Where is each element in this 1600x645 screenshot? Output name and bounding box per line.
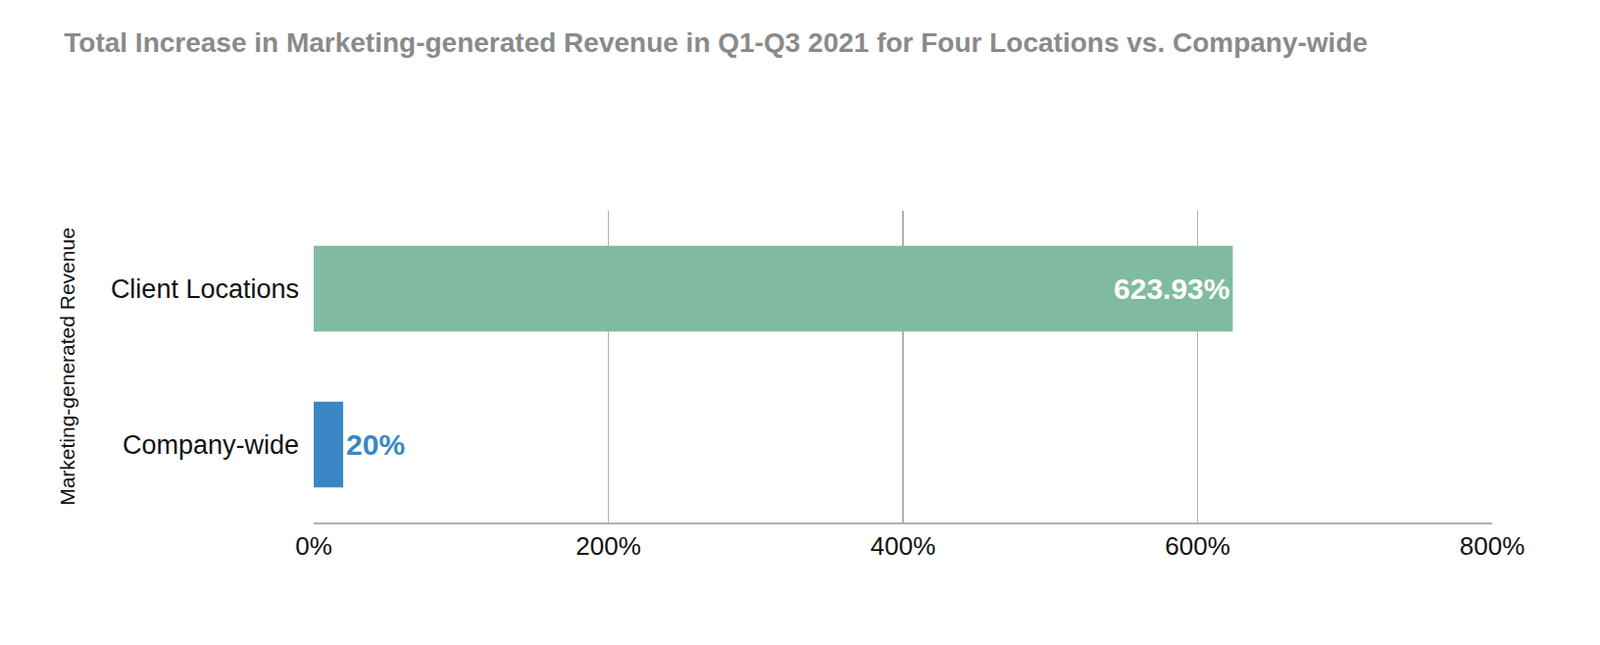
svg-text:400%: 400% [870,531,937,561]
svg-text:Client Locations: Client Locations [110,274,300,304]
svg-text:20%: 20% [346,428,405,461]
svg-text:200%: 200% [575,531,642,561]
svg-text:800%: 800% [1459,531,1526,561]
svg-text:600%: 600% [1164,531,1231,561]
svg-text:Company-wide: Company-wide [122,430,300,460]
svg-text:Marketing-generated Revenue: Marketing-generated Revenue [55,227,79,506]
svg-text:Total Increase in Marketing-ge: Total Increase in Marketing-generated Re… [63,27,1368,58]
svg-text:623.93%: 623.93% [1113,272,1230,305]
svg-text:0%: 0% [295,531,333,561]
